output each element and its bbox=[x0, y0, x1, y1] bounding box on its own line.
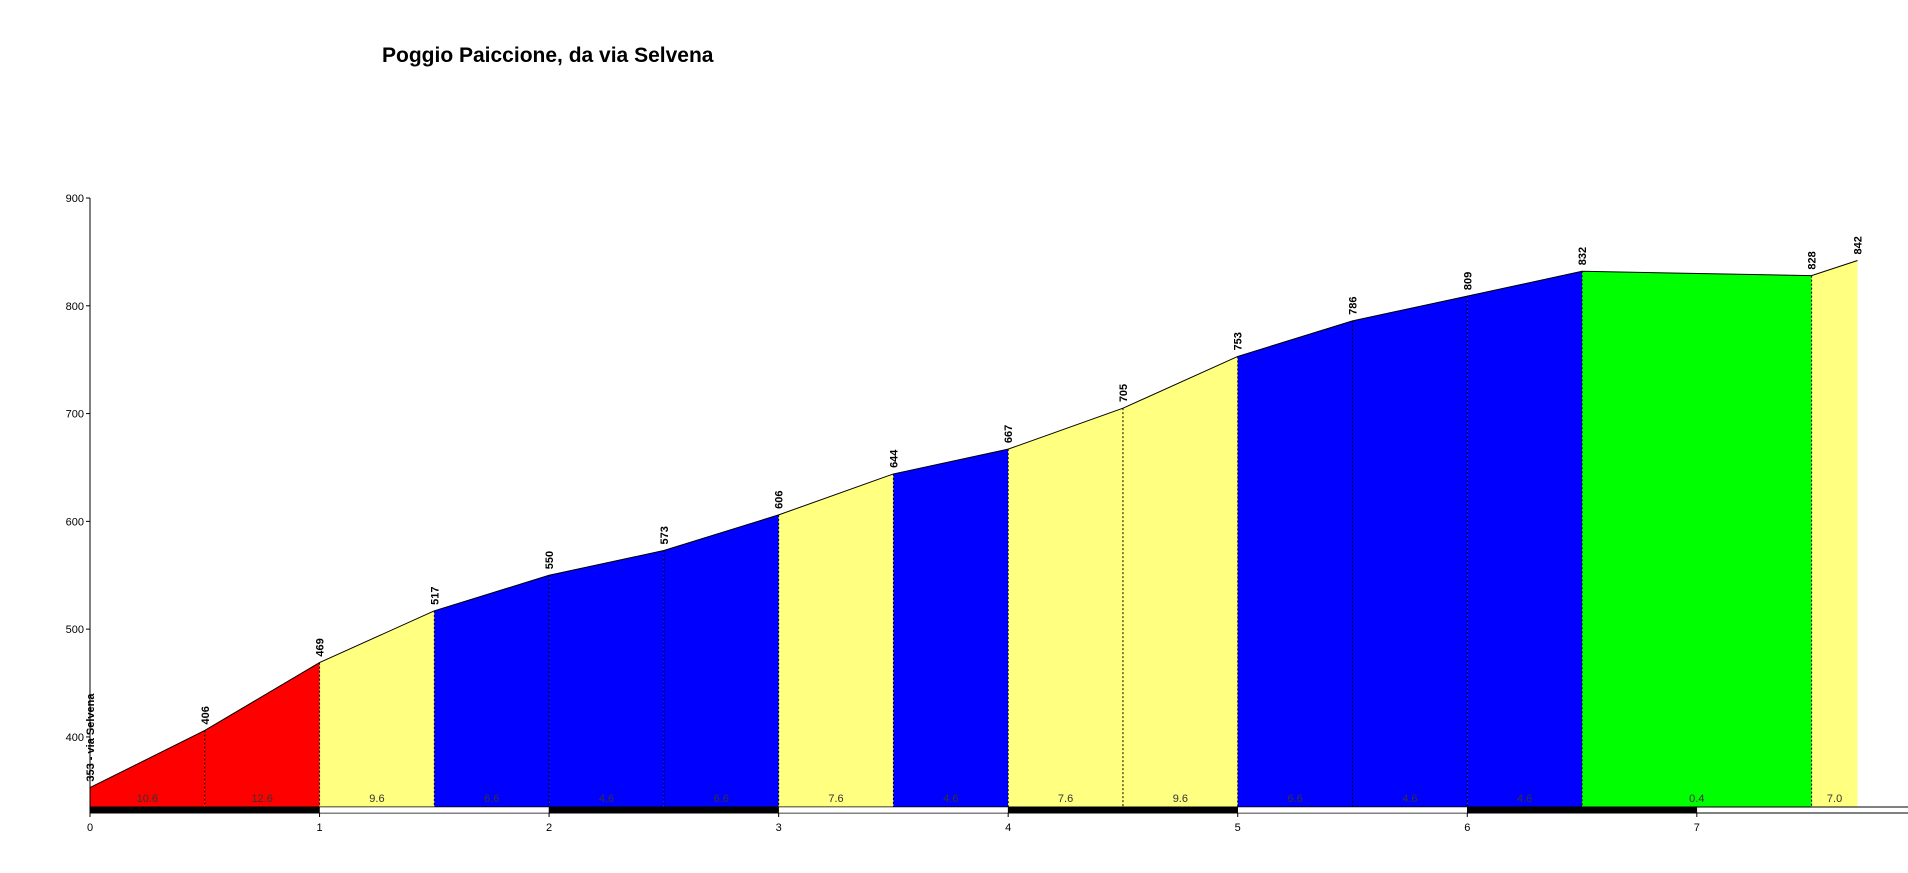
profile-segment bbox=[90, 730, 205, 807]
profile-segment bbox=[1008, 408, 1123, 807]
x-tick-label: 1 bbox=[316, 822, 322, 834]
grade-label: 7.6 bbox=[1058, 793, 1073, 805]
elevation-label: 705 bbox=[1118, 384, 1130, 402]
elevation-label: 832 bbox=[1577, 247, 1589, 265]
profile-line bbox=[89, 260, 1858, 789]
profile-segment bbox=[778, 473, 894, 807]
elevation-label: 786 bbox=[1348, 297, 1360, 315]
y-tick-label: 800 bbox=[66, 301, 84, 313]
y-tick-label: 400 bbox=[66, 732, 84, 744]
x-tick-label: 0 bbox=[87, 822, 93, 834]
grade-label: 4.6 bbox=[599, 793, 614, 805]
km-bar bbox=[89, 806, 320, 814]
profile-segment bbox=[1811, 260, 1858, 807]
profile-segment bbox=[319, 610, 435, 807]
elevation-label: 753 bbox=[1233, 332, 1245, 350]
elevation-label: 573 bbox=[659, 526, 671, 544]
profile-segment bbox=[1352, 296, 1468, 807]
km-bar bbox=[1467, 806, 1698, 814]
grade-label: 7.0 bbox=[1827, 793, 1842, 805]
elevation-label: 406 bbox=[200, 706, 212, 724]
profile-segment bbox=[1237, 320, 1353, 807]
profile-segment bbox=[1467, 271, 1583, 808]
grade-label: 4.6 bbox=[1402, 793, 1417, 805]
chart-title: Poggio Paiccione, da via Selvena bbox=[382, 44, 714, 67]
elevation-label: 550 bbox=[544, 551, 556, 569]
km-bar bbox=[548, 806, 779, 814]
elevation-label: 606 bbox=[774, 491, 786, 509]
km-bar bbox=[319, 806, 550, 814]
grade-label: 9.6 bbox=[1173, 793, 1188, 805]
km-bar bbox=[1007, 806, 1238, 814]
grade-label: 6.6 bbox=[1287, 793, 1302, 805]
grade-label: 4.6 bbox=[943, 793, 958, 805]
elevation-label: 842 bbox=[1853, 236, 1865, 254]
elevation-label: 469 bbox=[315, 638, 327, 656]
grade-label: 6.6 bbox=[484, 793, 499, 805]
x-tick-label: 3 bbox=[776, 822, 782, 834]
y-tick-label: 900 bbox=[66, 193, 84, 205]
elevation-label: 644 bbox=[888, 449, 900, 468]
km-bar bbox=[1237, 806, 1468, 814]
y-tick-label: 700 bbox=[66, 409, 84, 421]
x-tick-label: 2 bbox=[546, 822, 552, 834]
elevation-label: 517 bbox=[429, 586, 441, 604]
elevation-label: 667 bbox=[1003, 425, 1015, 443]
x-tick-label: 7 bbox=[1694, 822, 1700, 834]
elevation-label: 809 bbox=[1462, 272, 1474, 290]
x-tick-label: 6 bbox=[1464, 822, 1470, 834]
grade-label: 12.6 bbox=[251, 793, 272, 805]
grade-label: 10.6 bbox=[137, 793, 158, 805]
profile-segment bbox=[663, 514, 779, 807]
x-tick-label: 5 bbox=[1235, 822, 1241, 834]
profile-segment bbox=[1582, 271, 1812, 808]
x-tick-label: 4 bbox=[1005, 822, 1011, 834]
grade-label: 0.4 bbox=[1689, 793, 1704, 805]
profile-segment bbox=[893, 449, 1009, 807]
grade-label: 7.6 bbox=[828, 793, 843, 805]
y-tick-label: 600 bbox=[66, 516, 84, 528]
grade-label: 4.6 bbox=[1517, 793, 1532, 805]
elevation-label: 353 - via Selvena bbox=[85, 693, 97, 782]
elevation-label: 828 bbox=[1807, 251, 1819, 269]
y-tick-label: 500 bbox=[66, 624, 84, 636]
grade-label: 6.6 bbox=[714, 793, 729, 805]
profile-segment bbox=[1122, 356, 1238, 807]
profile-segment bbox=[204, 662, 320, 807]
profile-segment bbox=[434, 575, 550, 807]
km-bar bbox=[778, 806, 1009, 814]
profile-segment bbox=[549, 550, 664, 807]
grade-label: 9.6 bbox=[369, 793, 384, 805]
